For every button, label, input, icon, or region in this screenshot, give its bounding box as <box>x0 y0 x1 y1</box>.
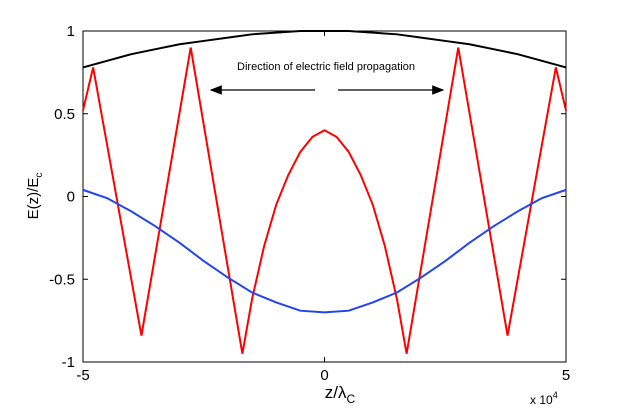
x-tick-label: 0 <box>320 367 328 384</box>
line-series <box>82 188 567 314</box>
x-multiplier: x 104 <box>530 390 558 407</box>
y-tick-label: 0.5 <box>54 106 75 123</box>
y-tick-label: 0 <box>67 189 75 206</box>
y-tick-label: 1 <box>67 23 75 40</box>
y-label-sub: c <box>34 173 45 178</box>
x-axis-label: z/λC <box>325 383 356 406</box>
x-label-main: z/λ <box>325 383 347 402</box>
annotation: Direction of electric field propagation <box>237 61 415 73</box>
line-series <box>82 47 567 354</box>
x-multiplier-base: x 10 <box>530 393 553 407</box>
x-tick-label: 5 <box>562 367 570 384</box>
x-label-sub: C <box>347 392 356 406</box>
y-tick-label: -1 <box>62 354 75 371</box>
x-multiplier-exp: 4 <box>553 390 558 400</box>
y-axis-label: E(z)/Ec <box>25 173 45 220</box>
x-tick-label: -5 <box>76 367 89 384</box>
y-label-main: E(z)/E <box>25 178 42 220</box>
line-series <box>82 30 567 69</box>
y-tick-label: -0.5 <box>49 271 75 288</box>
